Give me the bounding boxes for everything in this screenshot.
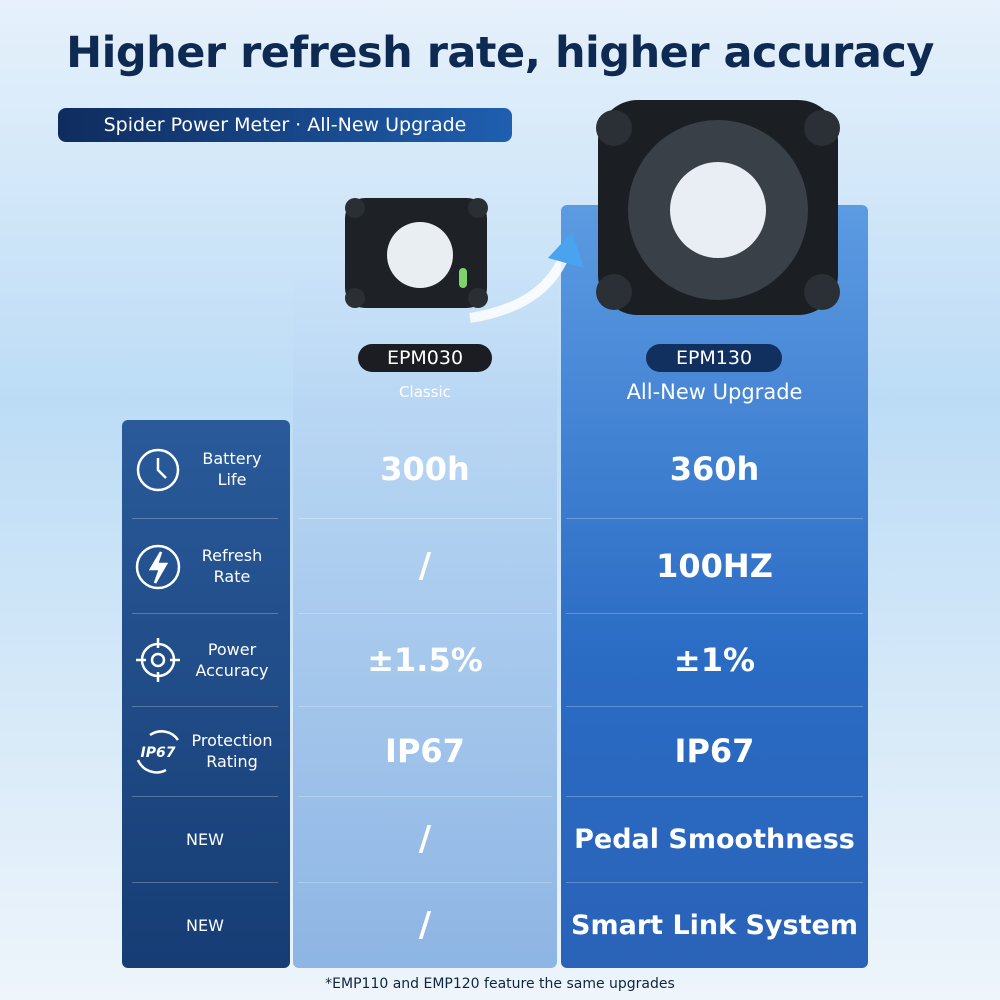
cell-value: /: [418, 819, 432, 859]
cell-value: /: [418, 545, 432, 586]
badge: Spider Power Meter · All-New Upgrade: [58, 108, 512, 142]
column-panel: [293, 280, 557, 968]
row-label: NEW: [186, 829, 224, 849]
row-icons: IP67: [135, 448, 181, 774]
cell-value: ±1%: [673, 640, 756, 679]
row-separator: [132, 882, 278, 883]
row-label: Battery Life: [202, 449, 262, 489]
product-name: EPM130: [646, 344, 782, 372]
row-separator: [566, 796, 863, 797]
row-separator: [566, 706, 863, 707]
small-spider: [345, 198, 488, 308]
footnote: *EMP110 and EMP120 feature the same upgr…: [325, 976, 675, 992]
row-separator: [566, 882, 863, 883]
cell-value: 360h: [669, 450, 760, 488]
row-label: Protection Rating: [191, 731, 273, 771]
product-subtitle: Classic: [399, 383, 451, 401]
cell-value: IP67: [385, 732, 465, 770]
cell-value: 100HZ: [656, 546, 773, 585]
bolt-icon: [135, 544, 181, 590]
title: Higher refresh rate, higher accuracy: [66, 28, 934, 78]
row-separator: [566, 613, 863, 614]
clock-icon: [136, 448, 180, 492]
label-panel: [122, 420, 290, 968]
row-separator: [298, 706, 552, 707]
cell-value: 300h: [380, 450, 470, 488]
column-panel: [561, 205, 868, 968]
cell-value: Pedal Smoothness: [574, 823, 855, 855]
row-separator: [132, 518, 278, 519]
product-subtitle: All-New Upgrade: [626, 380, 803, 404]
row-label: Refresh Rate: [201, 545, 263, 586]
cell-value: ±1.5%: [367, 640, 483, 679]
row-separator: [566, 518, 863, 519]
arrow-head: [548, 232, 584, 268]
row-label: Power Accuracy: [195, 639, 269, 680]
svg-text:IP67: IP67: [141, 745, 176, 761]
product-images: [345, 100, 840, 323]
cell-value: /: [418, 905, 432, 945]
row-separator: [132, 796, 278, 797]
product-name: EPM030: [358, 344, 492, 372]
row-separator: [298, 518, 552, 519]
arrow: [469, 252, 570, 323]
target-icon: [136, 638, 180, 682]
row-separator: [298, 613, 552, 614]
cell-value: Smart Link System: [571, 909, 858, 941]
row-separator: [298, 796, 552, 797]
large-spider: [596, 100, 840, 315]
ip67-icon: IP67: [136, 730, 180, 774]
row-separator: [132, 706, 278, 707]
row-separator: [298, 882, 552, 883]
row-separator: [132, 613, 278, 614]
cell-value: IP67: [674, 732, 755, 770]
row-label: NEW: [186, 915, 224, 935]
